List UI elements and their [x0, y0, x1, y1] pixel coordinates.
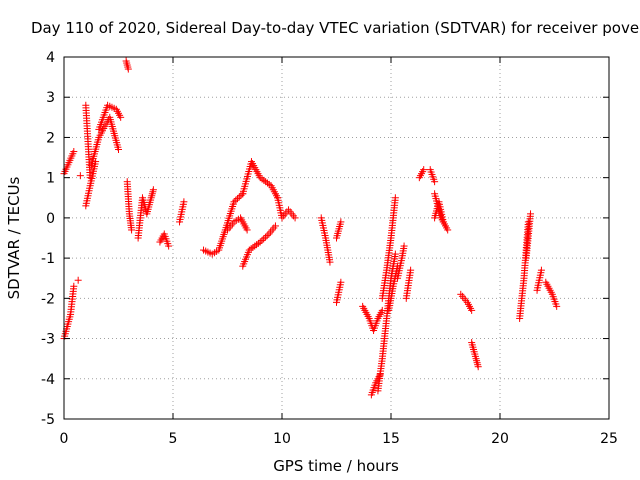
data-point — [86, 174, 94, 182]
data-point — [527, 210, 535, 218]
y-tick-label: -5 — [41, 412, 55, 428]
data-point — [265, 180, 273, 188]
data-point — [245, 246, 253, 254]
data-point — [235, 193, 243, 201]
data-point — [256, 238, 264, 246]
data-point — [258, 175, 266, 183]
y-tick-label: -4 — [41, 372, 55, 388]
data-point — [261, 233, 269, 241]
data-point — [524, 218, 532, 226]
data-point — [258, 236, 266, 244]
data-point — [553, 302, 561, 310]
x-tick-label: 10 — [273, 431, 291, 447]
x-tick-label: 0 — [60, 431, 69, 447]
data-point — [474, 363, 482, 371]
data-point — [232, 196, 240, 204]
data-point — [115, 146, 122, 154]
y-tick-label: 3 — [46, 90, 55, 106]
data-point — [256, 174, 264, 182]
chart-title: Day 110 of 2020, Sidereal Day-to-day VTE… — [31, 19, 639, 37]
data-point — [407, 266, 415, 274]
data-point — [70, 148, 78, 156]
data-point — [76, 172, 84, 180]
data-point — [400, 242, 408, 250]
y-tick-label: -1 — [41, 251, 55, 267]
y-tick-label: 0 — [46, 211, 55, 227]
data-point — [165, 242, 173, 250]
data-point — [74, 276, 82, 284]
data-points — [60, 57, 561, 399]
data-point — [391, 194, 399, 202]
grid-lines — [64, 57, 609, 419]
data-point — [439, 218, 447, 226]
data-point — [253, 241, 261, 249]
x-tick-label: 15 — [382, 431, 400, 447]
data-point — [254, 239, 262, 247]
data-point — [249, 243, 257, 251]
plot-frame — [63, 56, 610, 420]
data-point — [70, 282, 78, 290]
x-tick-label: 5 — [169, 431, 178, 447]
y-tick-label: 2 — [46, 130, 55, 146]
data-point — [262, 178, 270, 186]
data-point — [234, 195, 242, 203]
x-tick-label: 25 — [600, 431, 618, 447]
data-point — [337, 278, 345, 286]
data-point — [251, 242, 259, 250]
y-tick-label: -2 — [41, 291, 55, 307]
data-point — [243, 226, 251, 234]
data-point — [124, 65, 132, 73]
data-point — [128, 226, 136, 234]
axis-ticks: 0 5 10 15 20 25 -5 -4 -3 -2 -1 0 1 2 3 4 — [41, 50, 618, 447]
data-point — [391, 250, 399, 258]
data-point — [378, 306, 386, 314]
data-point — [180, 198, 188, 206]
data-point — [537, 266, 545, 274]
data-point — [263, 179, 271, 187]
data-point — [271, 222, 279, 230]
data-point — [230, 198, 238, 206]
data-point — [247, 245, 255, 253]
y-tick-label: 1 — [46, 171, 55, 187]
data-point — [237, 191, 245, 199]
x-axis-label: GPS time / hours — [273, 457, 399, 475]
data-point — [326, 258, 334, 266]
data-point — [468, 306, 476, 314]
y-tick-label: -3 — [41, 332, 55, 348]
x-tick-label: 20 — [491, 431, 509, 447]
data-point — [260, 176, 268, 184]
data-point — [117, 113, 125, 121]
data-point — [149, 186, 157, 194]
data-point — [260, 235, 268, 243]
data-point — [444, 226, 452, 234]
data-point — [431, 178, 439, 186]
y-tick-label: 4 — [46, 50, 55, 66]
y-axis-label: SDTVAR / TECUs — [5, 176, 23, 299]
data-point — [420, 166, 428, 174]
data-point — [291, 214, 299, 222]
data-point — [337, 218, 345, 226]
data-point — [263, 232, 271, 240]
